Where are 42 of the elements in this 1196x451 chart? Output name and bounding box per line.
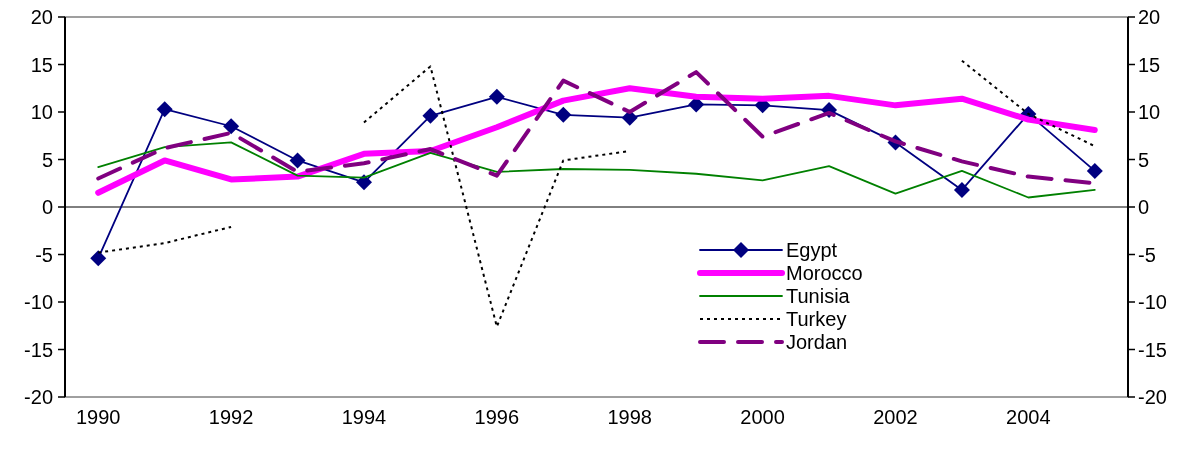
y2-tick-label: -10 [1138, 291, 1167, 313]
point [555, 106, 572, 123]
legend-label: Tunisia [786, 285, 851, 307]
point [488, 88, 505, 105]
line-series [97, 141, 1096, 199]
x-tick-label: 1994 [341, 406, 387, 428]
x-tick-label: 1992 [208, 406, 254, 428]
legend-label: Morocco [786, 262, 863, 284]
y2-tick-label: -15 [1138, 338, 1167, 361]
legend-label: Turkey [786, 308, 847, 330]
x-tick-label: 2004 [1006, 406, 1051, 428]
y-tick-label: -5 [35, 243, 53, 266]
point [223, 118, 240, 135]
x-tick-label: 1990 [75, 406, 121, 428]
point [1086, 162, 1103, 179]
x-tick-label: 1996 [474, 406, 520, 428]
point [422, 107, 439, 124]
y2-tick-label: 5 [1138, 148, 1150, 171]
x-tick-label: 1998 [607, 406, 652, 428]
point [355, 174, 372, 191]
y-tick-label: 20 [30, 6, 53, 28]
x-tick-label: 2000 [740, 406, 785, 428]
x-tick-label: 2002 [873, 406, 918, 428]
point [156, 101, 173, 118]
point [289, 152, 306, 169]
y2-tick-label: -20 [1138, 386, 1167, 408]
legend-label: Egypt [786, 239, 838, 261]
y-tick-label: 5 [41, 148, 53, 171]
y-tick-label: -20 [24, 386, 53, 408]
y-tick-label: -15 [24, 338, 53, 361]
y-tick-label: 0 [41, 196, 53, 218]
y2-tick-label: 15 [1138, 53, 1161, 76]
y-tick-label: 15 [30, 53, 53, 76]
y2-tick-label: -5 [1138, 243, 1156, 266]
point [953, 181, 970, 198]
y2-tick-label: 10 [1138, 101, 1161, 123]
y2-tick-label: 0 [1138, 196, 1150, 218]
y-tick-label: -10 [24, 291, 53, 313]
point [90, 250, 107, 267]
y2-tick-label: 20 [1138, 6, 1161, 28]
y-tick-label: 10 [30, 101, 53, 123]
legend-label: Jordan [786, 331, 848, 353]
